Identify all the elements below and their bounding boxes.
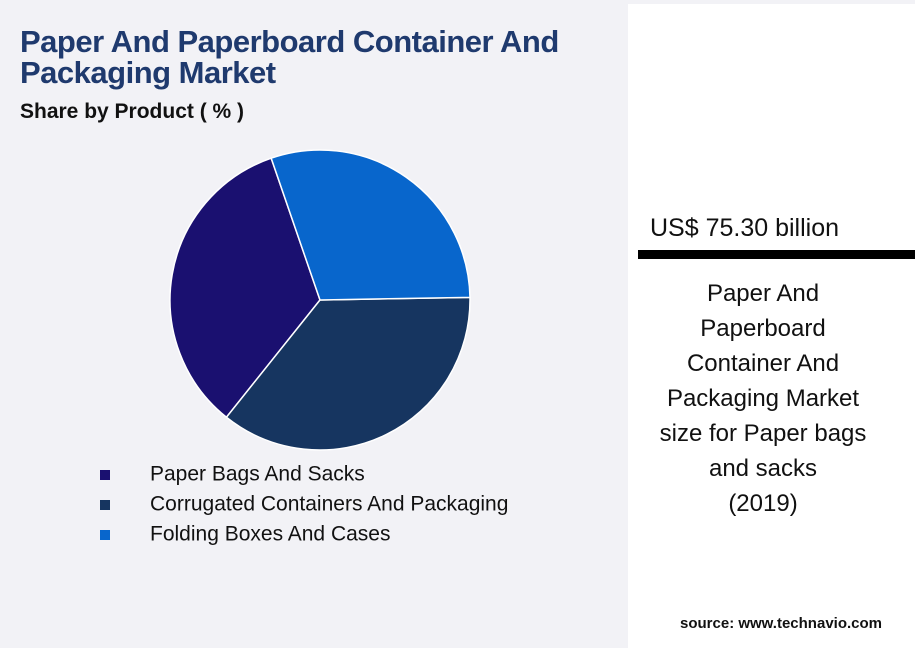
chart-subtitle: Share by Product ( % ) [20,100,245,123]
description-line: (2019) [728,490,798,517]
legend-label: Paper Bags And Sacks [150,463,365,486]
divider [638,250,915,259]
pie-slice [169,157,321,419]
legend-label: Folding Boxes And Cases [150,523,390,546]
legend-marker [100,530,110,540]
description-line: size for Paper bags [659,420,867,447]
callout-description: Paper And Paperboard Container And Packagin… [628,276,898,521]
callout-value: US$ 75.30 billion [650,214,840,242]
pie-slice [225,296,471,451]
side-panel: US$ 75.30 billion Paper And Paperboard Con… [628,4,915,648]
legend-label: Corrugated Containers And Packaging [150,493,508,516]
description-line: Container And [686,350,840,377]
description-line: Paperboard [700,315,826,342]
source: source: www.technavio.com [680,615,882,632]
chart-title: Paper And Paperboard Container And Packa… [20,24,559,90]
legend-marker [100,470,110,480]
chart: Paper Bags And Sacks Corrugated Container… [100,149,508,546]
description-line: Paper And [706,280,820,307]
description-line: and sacks [708,455,818,482]
pie-slice [270,149,471,301]
legend-marker [100,500,110,510]
description-line: Packaging Market [666,385,860,412]
